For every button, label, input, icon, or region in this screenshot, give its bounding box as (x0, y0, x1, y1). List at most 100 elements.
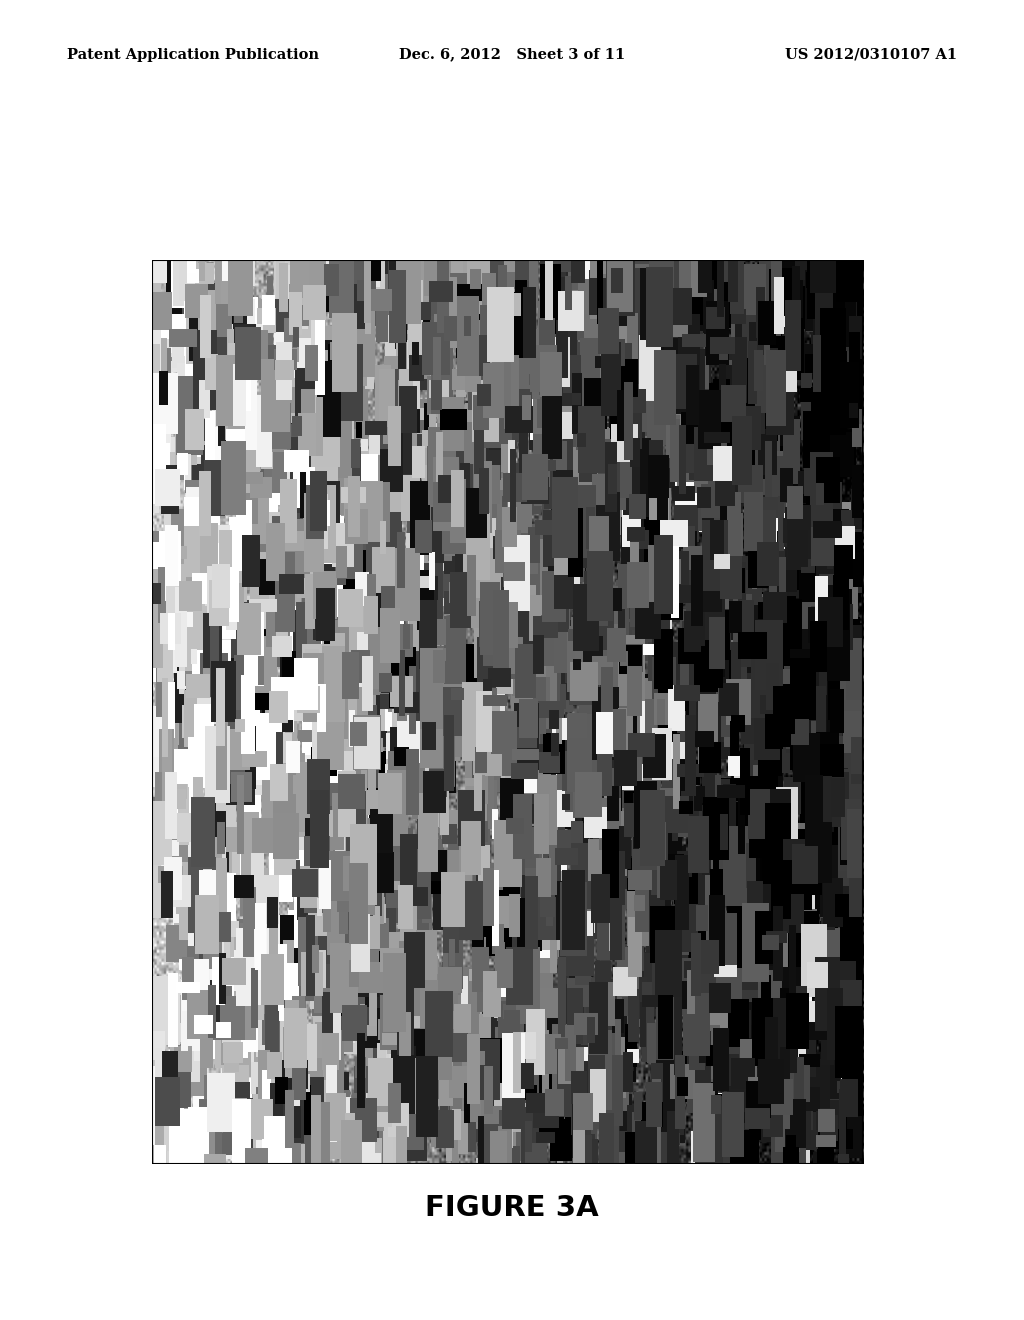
Bar (408, 583, 425, 643)
Bar (208, 1140, 217, 1183)
Bar (652, 833, 660, 908)
Bar (679, 692, 690, 767)
Bar (558, 775, 583, 829)
Bar (796, 837, 822, 895)
Bar (465, 760, 474, 784)
Bar (686, 865, 711, 920)
Bar (580, 290, 588, 314)
Bar (225, 429, 245, 499)
Bar (424, 550, 435, 564)
Bar (241, 1138, 255, 1191)
Bar (760, 807, 780, 882)
Bar (739, 570, 763, 611)
Bar (633, 1117, 660, 1193)
Bar (749, 510, 776, 548)
Bar (838, 644, 847, 700)
Bar (842, 510, 866, 532)
Bar (754, 615, 767, 634)
Bar (424, 645, 451, 682)
Bar (753, 1019, 769, 1056)
Bar (572, 1134, 595, 1176)
Bar (316, 706, 329, 735)
Bar (159, 574, 180, 620)
Bar (159, 371, 168, 404)
Bar (354, 1067, 368, 1093)
Bar (748, 341, 757, 404)
Bar (676, 354, 697, 409)
Bar (317, 981, 330, 999)
Bar (733, 594, 753, 661)
Bar (467, 243, 492, 284)
Bar (156, 682, 175, 738)
Bar (791, 875, 812, 911)
Bar (446, 1142, 457, 1158)
Bar (548, 380, 565, 407)
Bar (427, 1039, 439, 1098)
Bar (564, 527, 570, 585)
Bar (367, 537, 384, 597)
Bar (609, 898, 622, 960)
Bar (701, 966, 715, 1024)
Bar (713, 379, 730, 400)
Bar (650, 857, 658, 895)
Bar (752, 841, 764, 871)
Bar (618, 259, 630, 337)
Bar (534, 820, 543, 891)
Bar (244, 475, 261, 504)
Bar (303, 1038, 312, 1110)
Bar (490, 710, 517, 776)
Bar (687, 748, 693, 801)
Bar (828, 519, 844, 594)
Bar (495, 1076, 513, 1148)
Bar (596, 1055, 623, 1126)
Bar (356, 689, 372, 726)
Bar (833, 582, 847, 615)
Bar (701, 515, 714, 572)
Bar (597, 260, 603, 323)
Bar (233, 424, 256, 449)
Bar (552, 1024, 570, 1089)
Bar (341, 527, 367, 593)
Bar (711, 870, 723, 915)
Bar (847, 573, 857, 611)
Bar (706, 302, 724, 356)
Bar (476, 1068, 486, 1142)
Bar (605, 252, 614, 279)
Bar (251, 969, 258, 1028)
Bar (720, 701, 735, 759)
Bar (724, 689, 732, 747)
Bar (442, 962, 462, 983)
Bar (556, 536, 563, 561)
Bar (283, 688, 304, 722)
Bar (511, 313, 525, 354)
Bar (804, 610, 818, 635)
Bar (289, 1117, 316, 1164)
Bar (349, 710, 355, 760)
Bar (390, 726, 407, 759)
Bar (244, 609, 266, 677)
Bar (681, 791, 698, 822)
Bar (784, 697, 811, 741)
Bar (536, 520, 557, 535)
Bar (526, 607, 547, 620)
Bar (208, 986, 216, 1038)
Bar (577, 438, 589, 450)
Bar (206, 730, 224, 744)
Bar (713, 1028, 729, 1092)
Bar (407, 684, 422, 705)
Bar (771, 269, 781, 342)
Bar (410, 665, 416, 734)
Bar (253, 330, 267, 367)
Bar (472, 395, 489, 430)
Bar (575, 731, 589, 783)
Bar (302, 412, 329, 440)
Bar (228, 276, 245, 325)
Bar (372, 484, 381, 539)
Bar (543, 589, 552, 607)
Bar (222, 1065, 250, 1105)
Bar (715, 553, 730, 569)
Bar (559, 950, 578, 1011)
Bar (583, 590, 589, 649)
Bar (444, 317, 458, 341)
Bar (731, 277, 743, 343)
